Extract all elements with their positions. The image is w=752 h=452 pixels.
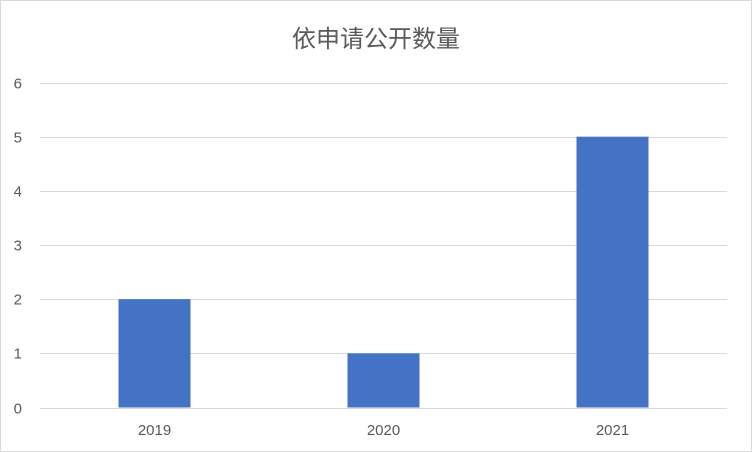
bar-2020 <box>347 353 420 408</box>
bar-2021 <box>576 136 649 408</box>
x-tick-label: 2019 <box>138 422 171 439</box>
y-tick-label: 3 <box>14 238 22 255</box>
y-tick-label: 2 <box>14 292 22 309</box>
y-tick-label: 6 <box>14 76 22 93</box>
y-tick-label: 1 <box>14 346 22 363</box>
y-tick-label: 0 <box>14 401 22 418</box>
chart-title: 依申请公开数量 <box>292 25 460 53</box>
bars <box>118 136 649 408</box>
x-tick-label: 2021 <box>596 422 629 439</box>
bar-2019 <box>118 299 191 408</box>
y-tick-label: 5 <box>14 130 22 147</box>
x-tick-label: 2020 <box>367 422 400 439</box>
y-tick-label: 4 <box>14 184 22 201</box>
y-axis-ticks: 0 1 2 3 4 5 6 <box>14 76 22 418</box>
x-axis-ticks: 2019 2020 2021 <box>138 422 629 439</box>
